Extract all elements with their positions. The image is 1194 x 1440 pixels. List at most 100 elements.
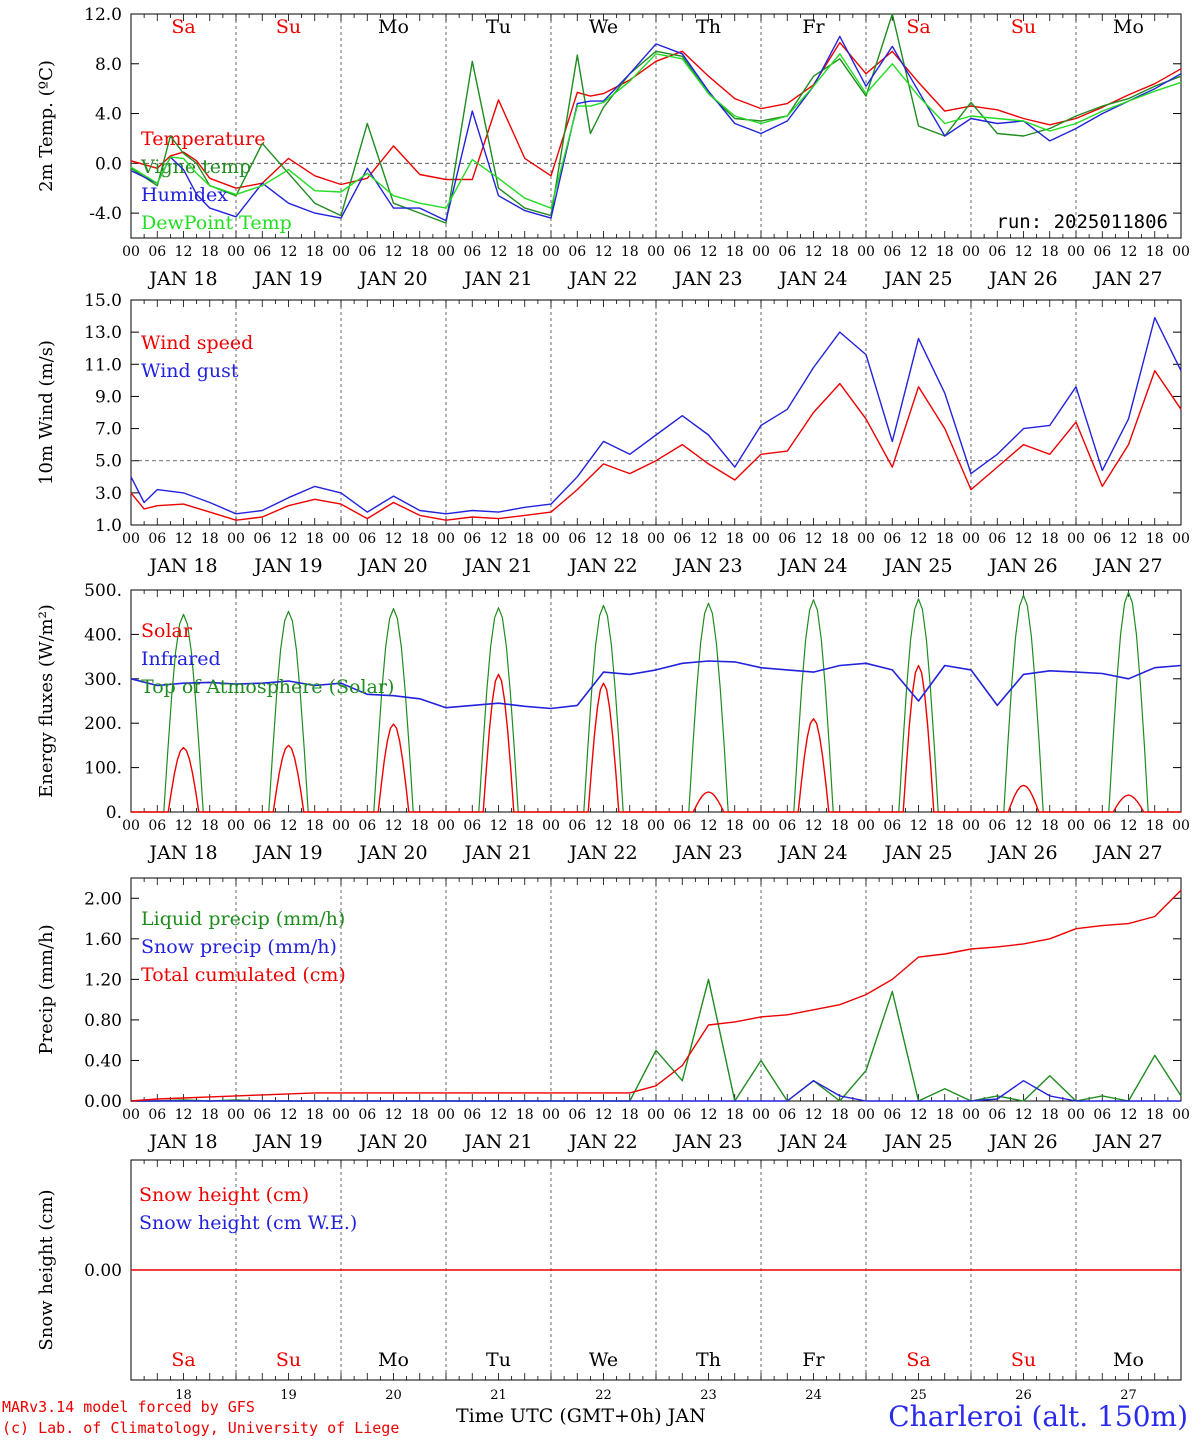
legend-label: Infrared [141, 648, 221, 670]
hour-tick-label: 00 [857, 818, 875, 834]
hour-tick-label: 00 [542, 531, 560, 547]
hour-tick-label: 12 [1120, 531, 1138, 547]
y-axis-label: Energy fluxes (W/m²) [36, 604, 57, 798]
date-label: JAN 26 [987, 1131, 1057, 1153]
day-number-label: 24 [805, 1388, 822, 1403]
y-tick-label: 11.0 [84, 355, 122, 375]
hour-tick-label: 12 [1015, 818, 1033, 834]
hour-tick-label: 18 [411, 1107, 429, 1123]
y-tick-label: 4.0 [95, 105, 122, 125]
date-label: JAN 20 [357, 1131, 427, 1153]
hour-tick-label: 18 [201, 818, 219, 834]
hour-tick-label: 12 [385, 818, 403, 834]
hour-tick-label: 12 [1015, 244, 1033, 260]
legend-label: Vigne temp [140, 156, 251, 178]
hour-tick-label: 06 [253, 818, 271, 834]
hour-tick-label: 18 [621, 244, 639, 260]
hour-tick-label: 00 [437, 818, 455, 834]
hour-tick-label: 06 [988, 531, 1006, 547]
legend-label: Total cumulated (cm) [141, 964, 346, 986]
y-tick-label: 5.0 [95, 452, 122, 472]
weekday-label: Tu [486, 1349, 511, 1371]
credit-line-lab: (c) Lab. of Climatology, University of L… [2, 1419, 400, 1437]
y-tick-label: 300. [84, 670, 122, 690]
y-tick-label: 500. [84, 581, 122, 601]
hour-tick-label: 18 [1146, 818, 1164, 834]
date-label: JAN 21 [462, 555, 532, 577]
series-line-solar [131, 664, 1181, 813]
panel-3 [130, 589, 1182, 813]
weekday-label: We [589, 16, 618, 38]
hour-tick-label: 00 [962, 1107, 980, 1123]
weekday-label: Th [696, 1349, 721, 1371]
hour-tick-label: 12 [700, 531, 718, 547]
date-label: JAN 21 [462, 842, 532, 864]
date-label: JAN 26 [987, 268, 1057, 290]
date-label: JAN 22 [567, 268, 637, 290]
hour-tick-label: 06 [463, 1107, 481, 1123]
x-axis-title: Time UTC (GMT+0h) JAN [456, 1405, 706, 1427]
day-number-label: 22 [595, 1388, 612, 1403]
hour-tick-label: 18 [726, 244, 744, 260]
legend-label: Wind gust [141, 360, 239, 382]
hour-tick-label: 06 [148, 1107, 166, 1123]
y-tick-label: 200. [84, 714, 122, 734]
y-tick-label: 8.0 [95, 55, 122, 75]
date-label: JAN 22 [567, 842, 637, 864]
hour-tick-label: 06 [1093, 531, 1111, 547]
date-label: JAN 27 [1092, 555, 1162, 577]
date-label: JAN 22 [567, 555, 637, 577]
y-tick-label: 400. [84, 625, 122, 645]
hour-tick-label: 18 [306, 1107, 324, 1123]
hour-tick-label: 18 [201, 244, 219, 260]
hour-tick-label: 06 [253, 531, 271, 547]
run-label: run: 2025011806 [996, 211, 1168, 233]
hour-tick-label: 00 [542, 244, 560, 260]
hour-tick-label: 18 [831, 818, 849, 834]
hour-tick-label: 12 [1120, 818, 1138, 834]
date-label: JAN 26 [987, 555, 1057, 577]
hour-tick-label: 00 [647, 818, 665, 834]
hour-tick-label: 06 [778, 531, 796, 547]
hour-tick-label: 12 [805, 244, 823, 260]
day-number-label: 20 [385, 1388, 402, 1403]
y-tick-label: 1.0 [95, 516, 122, 536]
date-label: JAN 27 [1092, 1131, 1162, 1153]
date-label: JAN 25 [882, 842, 952, 864]
hour-tick-label: 06 [673, 244, 691, 260]
hour-tick-label: 12 [1120, 1107, 1138, 1123]
hour-tick-label: 00 [1172, 818, 1190, 834]
hour-tick-label: 06 [778, 1107, 796, 1123]
date-label: JAN 27 [1092, 842, 1162, 864]
hour-tick-label: 12 [805, 1107, 823, 1123]
date-label: JAN 24 [777, 1131, 847, 1153]
hour-tick-label: 00 [962, 531, 980, 547]
hour-tick-label: 18 [306, 818, 324, 834]
y-tick-label: 0. [106, 803, 122, 823]
hour-tick-label: 18 [936, 244, 954, 260]
hour-tick-label: 00 [752, 818, 770, 834]
hour-tick-label: 12 [1015, 531, 1033, 547]
hour-tick-label: 12 [805, 818, 823, 834]
hour-tick-label: 06 [148, 818, 166, 834]
hour-tick-label: 00 [332, 1107, 350, 1123]
series-line-humidex [130, 35, 1182, 222]
hour-tick-label: 12 [805, 531, 823, 547]
date-label: JAN 18 [147, 555, 217, 577]
hour-tick-label: 12 [280, 244, 298, 260]
hour-tick-label: 12 [490, 818, 508, 834]
hour-tick-label: 00 [227, 531, 245, 547]
hour-tick-label: 00 [647, 244, 665, 260]
hour-tick-label: 00 [332, 244, 350, 260]
hour-tick-label: 06 [358, 531, 376, 547]
hour-tick-label: 06 [253, 1107, 271, 1123]
hour-tick-label: 18 [201, 1107, 219, 1123]
weekday-label: Th [696, 16, 721, 38]
hour-tick-label: 18 [1041, 531, 1059, 547]
date-label: JAN 23 [672, 555, 742, 577]
hour-tick-label: 12 [490, 244, 508, 260]
hour-tick-label: 06 [148, 531, 166, 547]
y-tick-label: 12.0 [84, 5, 122, 25]
weekday-label: Sa [171, 16, 195, 38]
weekday-label: Mo [378, 1349, 409, 1371]
